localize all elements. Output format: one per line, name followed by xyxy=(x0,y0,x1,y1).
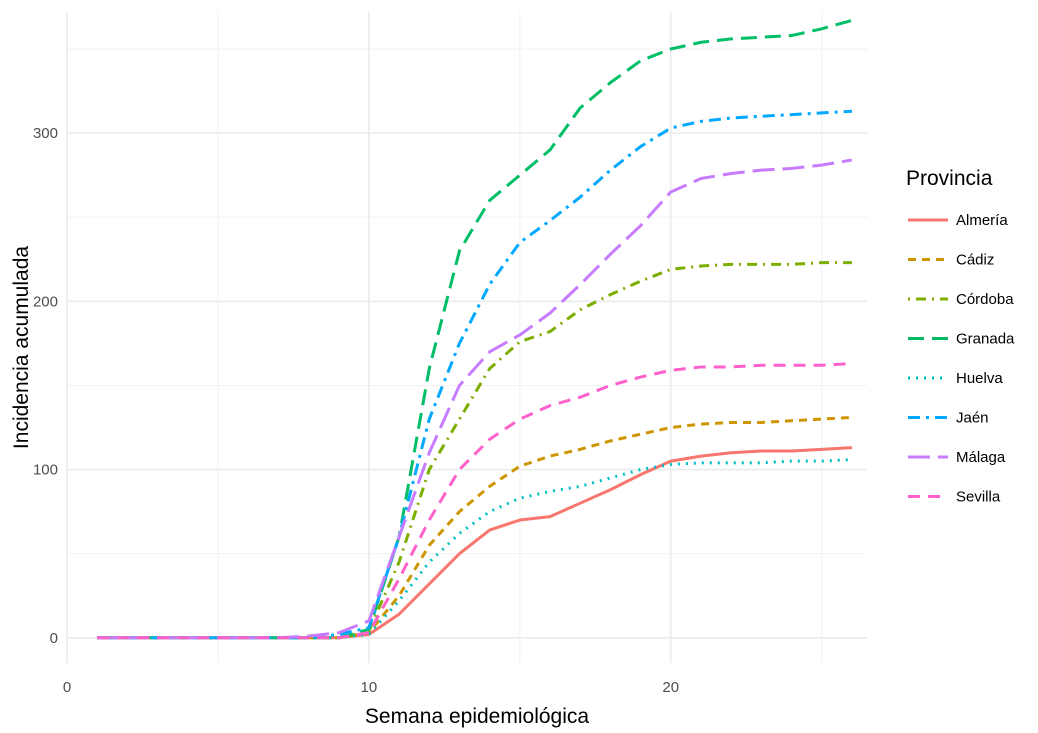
legend-item: Granada xyxy=(908,331,1015,348)
x-axis-title: Semana epidemiológica xyxy=(365,705,589,728)
series-line-3 xyxy=(97,261,852,640)
legend: Provincia Almería Cádiz Córdoba Granada Huel… xyxy=(906,167,1015,506)
legend-title: Provincia xyxy=(906,167,993,190)
legend-item: Córdoba xyxy=(908,291,1014,308)
legend-item: Jaén xyxy=(908,410,989,427)
legend-label: Granada xyxy=(956,331,1015,348)
grid-lines xyxy=(66,12,867,663)
legend-item: Almería xyxy=(908,212,1008,229)
legend-items: Almería Cádiz Córdoba Granada Huelva Jaén Mála… xyxy=(908,212,1015,506)
y-axis-tick-labels: 0 100 200 300 xyxy=(33,125,58,647)
series-line-4 xyxy=(97,18,853,640)
legend-label: Cádiz xyxy=(956,252,994,269)
legend-label: Málaga xyxy=(956,449,1006,466)
legend-item: Huelva xyxy=(908,370,1003,387)
x-tick-label: 0 xyxy=(63,679,71,696)
legend-label: Jaén xyxy=(956,410,989,427)
legend-item: Cádiz xyxy=(908,252,994,269)
y-tick-label: 300 xyxy=(33,125,58,142)
y-tick-label: 100 xyxy=(33,462,58,479)
series-line-5 xyxy=(97,457,852,640)
series-line-7 xyxy=(97,158,853,640)
legend-label: Sevilla xyxy=(956,489,1001,506)
y-tick-label: 200 xyxy=(33,293,58,310)
x-tick-label: 10 xyxy=(361,679,378,696)
legend-label: Córdoba xyxy=(956,291,1014,308)
series-line-1 xyxy=(97,446,852,640)
y-axis-title: Incidencia acumulada xyxy=(10,246,33,449)
series-line-6 xyxy=(97,109,852,640)
x-axis-tick-labels: 0 10 20 xyxy=(63,679,679,696)
legend-item: Málaga xyxy=(908,449,1006,466)
series-line-2 xyxy=(97,415,852,640)
series-line-8 xyxy=(97,362,852,640)
series-lines xyxy=(97,18,853,640)
legend-item: Sevilla xyxy=(908,489,1001,506)
x-tick-label: 20 xyxy=(662,679,679,696)
y-tick-label: 0 xyxy=(50,630,58,647)
legend-label: Huelva xyxy=(956,370,1003,387)
legend-label: Almería xyxy=(956,212,1008,229)
